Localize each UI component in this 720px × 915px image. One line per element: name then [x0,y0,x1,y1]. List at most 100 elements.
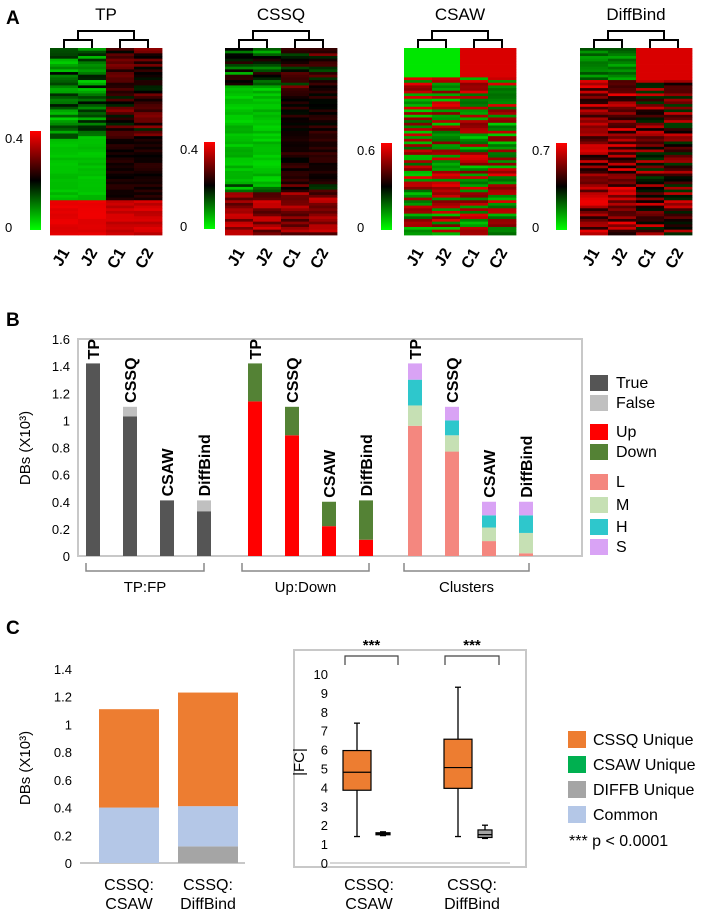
heatmap-cell [50,88,79,92]
heatmap-cell [134,178,163,182]
heatmap-cell [309,229,338,233]
heatmap-cell [664,69,693,73]
heatmap-cell [580,181,609,185]
heatmap-cell [309,178,338,182]
heatmap-cell [580,216,609,220]
heatmap-cell [404,197,433,201]
heatmap-cell [78,181,107,185]
heatmap-cell [106,64,135,68]
heatmap-cell [608,152,637,156]
heatmap-cell [488,165,517,169]
legend-label: Common [593,807,658,824]
colorbar-max-label: 0.4 [180,142,198,157]
category-label: CSSQ: [104,877,154,894]
y-tick-label: 8 [321,705,328,720]
heatmap-cell [281,144,310,148]
heatmap-cell [134,101,163,105]
heatmap-cell [404,157,433,161]
heatmap-cell [460,120,489,124]
heatmap-cell [50,200,79,204]
heatmap-cell [134,224,163,228]
colorbar-max-label: 0.6 [357,143,375,158]
heatmap-cell [580,136,609,140]
heatmap-cell [404,160,433,164]
y-tick-label: 0.6 [54,773,72,788]
heatmap-cell [460,213,489,217]
heatmap-cell [460,178,489,182]
heatmap-cell [460,109,489,113]
heatmap-cell [281,117,310,121]
y-axis-label: DBs (X10³) [17,731,34,805]
heatmap-cell [432,136,461,140]
heatmap-cell [460,232,489,236]
heatmap-cell [608,122,637,126]
heatmap-cell [134,210,163,215]
heatmap-cell [78,125,107,129]
heatmap-cell [78,154,107,158]
heatmap-cell [432,77,461,81]
heatmap-cell [281,213,310,217]
heatmap-cell [50,226,79,231]
heatmap-cell [636,82,665,86]
bar-segment-h [482,515,496,528]
heatmap-cell [78,50,107,54]
heatmap-cell [636,120,665,124]
heatmap-cell [281,96,310,100]
heatmap-cell [608,144,637,148]
heatmap-cell [580,213,609,217]
heatmap-cell [636,224,665,228]
heatmap-cell [636,200,665,204]
heatmap-cell [664,178,693,182]
heatmap-cell [404,128,433,132]
heatmap-cell [134,149,163,153]
heatmap-cell [608,149,637,153]
heatmap-cell [309,157,338,161]
heatmap-cell [134,176,163,180]
heatmap-cell [78,218,107,223]
heatmap-cell [432,160,461,164]
heatmap-cell [253,50,282,54]
heatmap-cell [608,90,637,94]
heatmap-cell [225,58,254,62]
heatmap-cell [608,66,637,70]
heatmap-cell [309,104,338,108]
heatmap-cell [309,149,338,153]
heatmap-cell [664,112,693,116]
heatmap-cell [664,125,693,129]
heatmap-cell [404,168,433,172]
legend-swatch [568,731,586,748]
heatmap-cell [225,149,254,153]
heatmap-cell [432,56,461,60]
heatmap-cell [460,162,489,166]
heatmap-cell [488,229,517,233]
panel-b-stacked-bars: 0 0.2 0.4 0.6 0.8 1 1.2 1.4 1.6 DBs (X10³) TP CSSQ C… [17,332,657,596]
heatmap-cell [404,189,433,193]
heatmap-cell [253,109,282,113]
heatmap-cell [404,77,433,81]
heatmap-cell [106,90,135,94]
heatmap-cell [664,120,693,124]
heatmap-cell [78,96,107,100]
heatmap-cell [253,122,282,126]
heatmap-cell [432,168,461,172]
heatmap-cell [608,189,637,193]
heatmap-cell [636,181,665,185]
heatmap-cell [580,80,609,84]
heatmap-cell [50,229,79,233]
heatmap-column-label: C1 [635,245,660,271]
heatmap-column-label: J2 [253,245,277,269]
heatmap-cell [580,176,609,180]
bar-label: CSSQ [285,357,302,402]
y-tick-label: 1 [63,413,70,428]
heatmap-cell [253,205,282,209]
heatmap-cell [460,144,489,148]
heatmap-cell [460,104,489,108]
heatmap-cell [253,181,282,185]
heatmap-cell [309,176,338,180]
heatmap-cell [488,64,517,68]
heatmap-cell [636,197,665,201]
heatmap-cell [225,181,254,185]
heatmap-cell [460,200,489,204]
heatmap-cell [664,122,693,126]
heatmap-cell [432,216,461,220]
